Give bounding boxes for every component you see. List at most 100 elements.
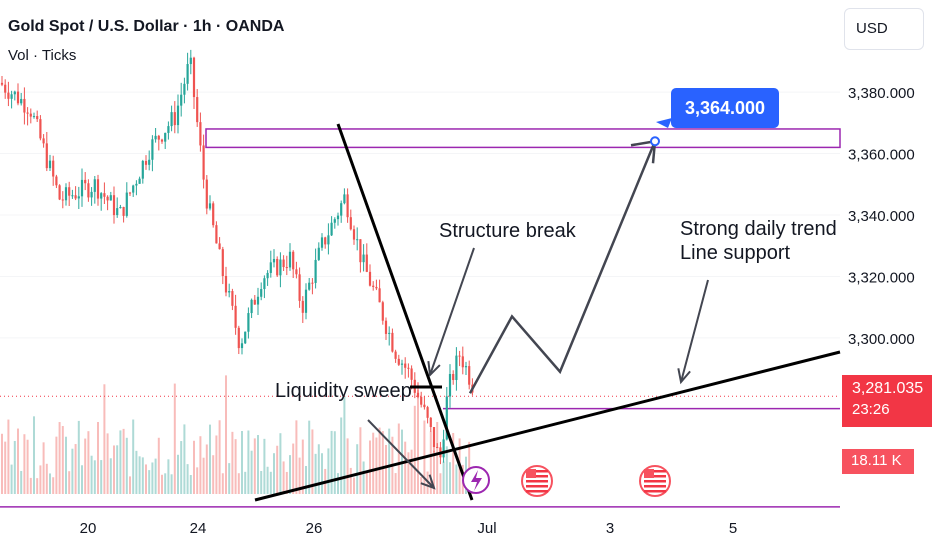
volume-bar xyxy=(215,435,218,494)
candle-body xyxy=(464,366,468,368)
candle-body xyxy=(103,193,106,197)
volume-bar xyxy=(122,428,125,494)
flag-stripe xyxy=(644,470,666,473)
candle-body xyxy=(285,267,288,269)
candle-body xyxy=(218,243,221,250)
volume-bar xyxy=(404,441,407,494)
flag-stripe xyxy=(644,490,666,493)
candle-body xyxy=(173,112,176,126)
candle-body xyxy=(253,299,256,305)
volume-bar xyxy=(308,420,311,494)
volume-bar xyxy=(180,441,183,494)
candle-body xyxy=(32,116,36,118)
volume-bar xyxy=(276,445,279,494)
trend-support-label-line1: Strong daily trend xyxy=(680,218,837,240)
volume-bar xyxy=(20,470,23,494)
volume-bar xyxy=(119,430,122,494)
candle-body xyxy=(221,249,224,276)
volume-bar xyxy=(23,434,26,494)
descending-trend-line xyxy=(336,123,474,501)
volume-bar xyxy=(49,473,51,494)
volume-bar xyxy=(241,431,243,494)
candle-body xyxy=(112,195,116,216)
volume-bar xyxy=(17,428,19,494)
volume-bar xyxy=(356,444,359,494)
volume-bar xyxy=(90,455,93,494)
candle-body xyxy=(68,187,71,196)
volume-bar xyxy=(33,416,35,494)
volume-bar xyxy=(93,460,96,494)
currency-button[interactable]: USD xyxy=(844,8,924,50)
price-tick-label: 3,300.000 xyxy=(848,331,915,348)
volume-bar xyxy=(420,476,423,494)
volume-bar xyxy=(279,433,282,494)
structure-break-label: Structure break xyxy=(439,220,577,242)
candle-body xyxy=(189,57,192,65)
candle-body xyxy=(90,191,93,198)
candle-body xyxy=(372,285,375,287)
volume-bar xyxy=(375,437,378,494)
volume-bar xyxy=(221,473,224,494)
candle-body xyxy=(231,291,234,306)
candle-body xyxy=(298,274,301,301)
volume-bar xyxy=(10,464,13,494)
volume-bar xyxy=(381,431,384,494)
volume-bar xyxy=(36,478,39,494)
flag-stripe xyxy=(526,490,548,493)
candle-body xyxy=(109,195,112,201)
candle-body xyxy=(132,185,135,193)
candle-body xyxy=(320,237,324,248)
candle-body xyxy=(308,282,311,290)
candle-body xyxy=(138,178,141,184)
candle-body xyxy=(84,179,87,184)
volume-bar xyxy=(305,465,307,494)
volume-bar xyxy=(29,477,32,494)
volume-bar xyxy=(138,456,141,494)
volume-bar xyxy=(39,465,42,494)
structure-break-arrow-head xyxy=(427,360,441,378)
volume-bar xyxy=(314,453,317,494)
volume-indicator-label[interactable]: Vol · Ticks xyxy=(8,47,77,64)
flag-stripe xyxy=(526,480,548,483)
volume-bar xyxy=(81,465,83,494)
candle-body xyxy=(10,94,13,99)
candle-body xyxy=(388,332,391,334)
volume-bar xyxy=(266,466,269,494)
volume-bar xyxy=(285,471,288,494)
volume-bar xyxy=(349,467,352,494)
flag-stripe xyxy=(526,470,548,473)
volume-bar xyxy=(330,430,333,494)
candle-body xyxy=(436,447,439,449)
candle-body xyxy=(202,145,205,180)
trend-support-arrow xyxy=(680,279,709,383)
candle-body xyxy=(442,439,445,458)
candle-body xyxy=(141,160,144,179)
volume-bar xyxy=(407,452,410,494)
candle-body xyxy=(52,160,55,177)
candle-body xyxy=(237,327,240,349)
time-tick-label: 24 xyxy=(190,520,207,537)
volume-bar xyxy=(7,419,10,494)
volume-bar xyxy=(337,473,339,494)
candle-body xyxy=(365,254,368,272)
candle-body xyxy=(170,112,173,127)
candle-body xyxy=(288,251,292,268)
daily-support-trend-line xyxy=(254,350,841,502)
candle-body xyxy=(410,368,413,380)
volume-bar xyxy=(263,438,266,494)
time-tick-label: Jul xyxy=(477,520,496,537)
candle-body xyxy=(346,194,349,218)
candle-body xyxy=(215,225,218,244)
candle-body xyxy=(279,259,282,276)
candle-body xyxy=(4,84,7,93)
volume-bar xyxy=(109,458,112,494)
volume-bar xyxy=(135,450,138,494)
candle-body xyxy=(48,160,52,169)
volume-bar xyxy=(68,471,71,494)
volume-bar xyxy=(247,430,250,494)
last-price-badge: 3,281.035 23:26 xyxy=(842,375,932,427)
candle-body xyxy=(100,193,103,199)
candle-body xyxy=(314,259,317,283)
